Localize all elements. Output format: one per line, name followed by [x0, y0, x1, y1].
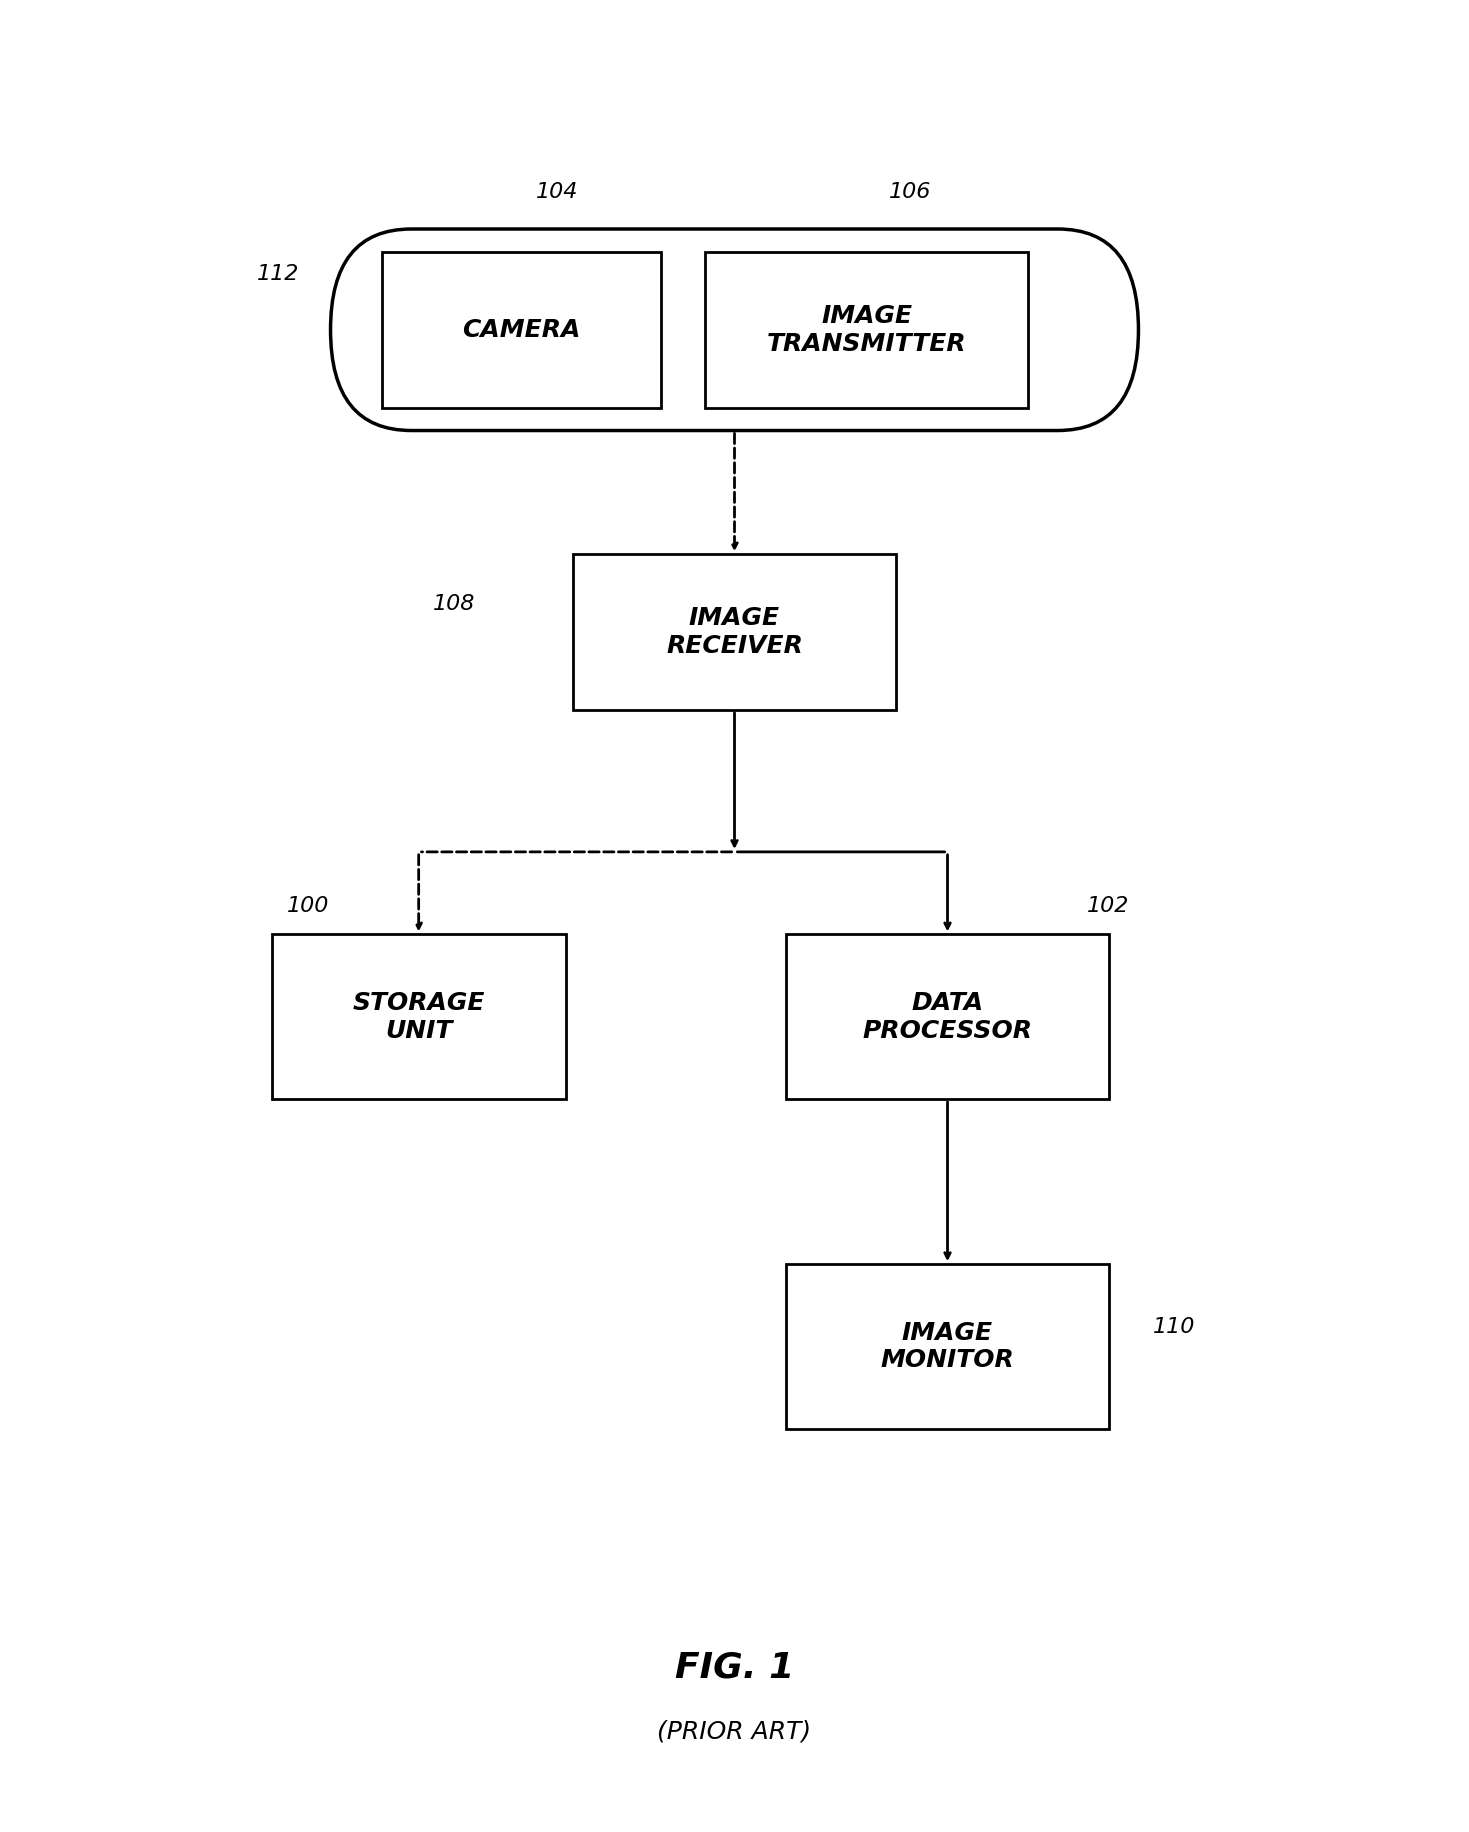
FancyBboxPatch shape — [786, 934, 1109, 1099]
FancyBboxPatch shape — [573, 555, 896, 709]
FancyBboxPatch shape — [272, 934, 566, 1099]
FancyBboxPatch shape — [331, 229, 1138, 431]
Text: IMAGE
RECEIVER: IMAGE RECEIVER — [665, 606, 804, 658]
FancyBboxPatch shape — [382, 253, 661, 409]
Text: (PRIOR ART): (PRIOR ART) — [658, 1718, 811, 1744]
Text: FIG. 1: FIG. 1 — [674, 1651, 795, 1684]
Text: CAMERA: CAMERA — [463, 317, 580, 343]
Text: IMAGE
TRANSMITTER: IMAGE TRANSMITTER — [767, 304, 967, 355]
Text: 112: 112 — [257, 264, 300, 284]
FancyBboxPatch shape — [786, 1264, 1109, 1429]
Text: 110: 110 — [1153, 1317, 1196, 1337]
Text: STORAGE
UNIT: STORAGE UNIT — [353, 991, 485, 1042]
Text: 108: 108 — [433, 594, 476, 614]
Text: 106: 106 — [889, 181, 931, 202]
FancyBboxPatch shape — [705, 253, 1028, 409]
Text: 100: 100 — [286, 896, 329, 916]
Text: DATA
PROCESSOR: DATA PROCESSOR — [862, 991, 1033, 1042]
Text: 104: 104 — [536, 181, 579, 202]
Text: 102: 102 — [1087, 896, 1130, 916]
Text: IMAGE
MONITOR: IMAGE MONITOR — [880, 1321, 1015, 1372]
